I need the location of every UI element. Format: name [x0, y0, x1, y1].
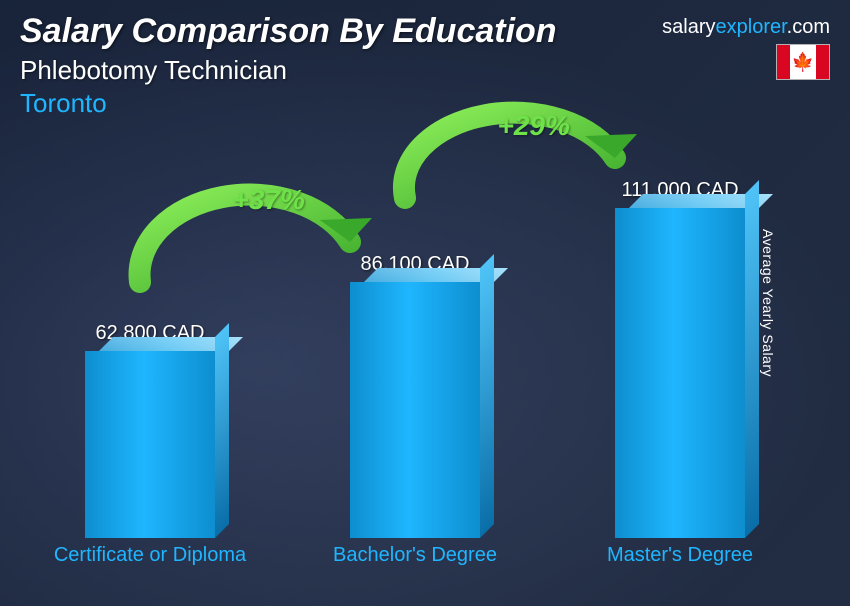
flag-icon: 🍁 [776, 44, 830, 80]
chart-subtitle: Phlebotomy Technician [20, 55, 830, 86]
bar-side-1 [480, 254, 494, 538]
bar-side-2 [745, 180, 759, 538]
bar-3d-2 [615, 208, 745, 538]
flag-stripe-right [816, 45, 829, 79]
brand-part3: .com [787, 16, 830, 38]
maple-leaf-icon: 🍁 [792, 53, 814, 71]
bar-label-0: Certificate or Diploma [50, 544, 250, 567]
increase-arrow-1: +37% [120, 172, 380, 317]
brand-part2: explorer [716, 16, 787, 38]
flag-center: 🍁 [790, 45, 816, 79]
y-axis-label: Average Yearly Salary [760, 229, 776, 377]
bar-label-2: Master's Degree [580, 544, 780, 567]
flag-stripe-left [777, 45, 790, 79]
increase-arrow-2: +29% [385, 98, 645, 243]
bar-front-2 [615, 208, 745, 538]
increase-pct-1: +37% [233, 184, 305, 216]
bar-label-1: Bachelor's Degree [315, 544, 515, 567]
bar-front-0 [85, 351, 215, 538]
bar-front-1 [350, 282, 480, 538]
brand-label: salaryexplorer.com [662, 16, 830, 39]
brand-part1: salary [662, 16, 715, 38]
bar-side-0 [215, 323, 229, 538]
bar-3d-1 [350, 282, 480, 538]
bar-chart: 62,800 CADCertificate or Diploma86,100 C… [60, 130, 770, 586]
bar-3d-0 [85, 351, 215, 538]
bar-group-0: 62,800 CADCertificate or Diploma [60, 322, 240, 538]
chart-location: Toronto [20, 88, 830, 119]
